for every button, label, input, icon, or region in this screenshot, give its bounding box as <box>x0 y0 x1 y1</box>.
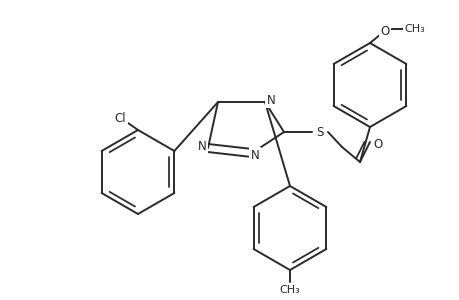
Text: N: N <box>266 94 275 106</box>
Text: S: S <box>316 125 323 139</box>
Text: Cl: Cl <box>114 112 126 124</box>
Text: O: O <box>373 137 382 151</box>
Text: CH₃: CH₃ <box>279 285 300 295</box>
Text: N: N <box>250 148 259 161</box>
Text: O: O <box>380 25 389 38</box>
Text: N: N <box>197 140 206 152</box>
Text: CH₃: CH₃ <box>404 24 425 34</box>
